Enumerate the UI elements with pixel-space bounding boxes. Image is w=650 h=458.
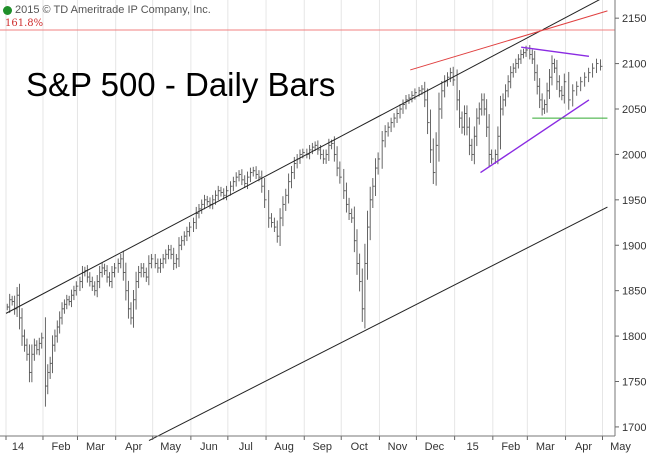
purple-upper-line [521,46,590,58]
y-tick-label: 1950 [622,195,646,207]
red-trend-line [410,10,608,71]
y-tick-label: 2050 [622,104,646,116]
x-tick-label: Feb [51,441,70,453]
copyright-label: 2015 © TD Ameritrade IP Company, Inc. [15,4,211,16]
y-tick-label: 1850 [622,286,646,298]
x-tick-label: Nov [388,441,408,453]
trendlines [0,0,615,441]
y-tick-label: 1700 [622,422,646,434]
purple-lower-line [480,99,590,174]
x-tick-label: May [160,441,181,453]
y-tick-label: 2000 [622,149,646,161]
x-tick-label: Jul [239,441,253,453]
x-tick-label: Mar [86,441,105,453]
x-tick-label: May [610,441,631,453]
x-tick-label: 14 [12,441,24,453]
x-tick-label: Aug [274,441,294,453]
x-tick-label: 15 [466,441,478,453]
info-circle-icon [3,5,12,15]
y-tick-label: 1800 [622,331,646,343]
y-tick-label: 1900 [622,240,646,252]
channel-lower-line [148,206,608,441]
x-tick-label: Oct [351,441,368,453]
fib-level-label: 161.8% [5,18,44,29]
y-tick-label: 2100 [622,59,646,71]
y-tick-label: 2150 [622,13,646,25]
copyright-text: 2015 © TD Ameritrade IP Company, Inc. [3,4,211,16]
grid-layer [5,0,604,436]
x-tick-label: Feb [501,441,520,453]
x-tick-label: Mar [536,441,555,453]
x-tick-label: Jun [200,441,218,453]
x-tick-label: Apr [575,441,592,453]
x-tick-label: Sep [312,441,332,453]
y-tick-label: 1750 [622,377,646,389]
x-tick-label: Apr [125,441,142,453]
channel-upper-line [5,0,600,314]
x-tick-label: Dec [425,441,445,453]
chart-title: S&P 500 - Daily Bars [26,66,336,103]
